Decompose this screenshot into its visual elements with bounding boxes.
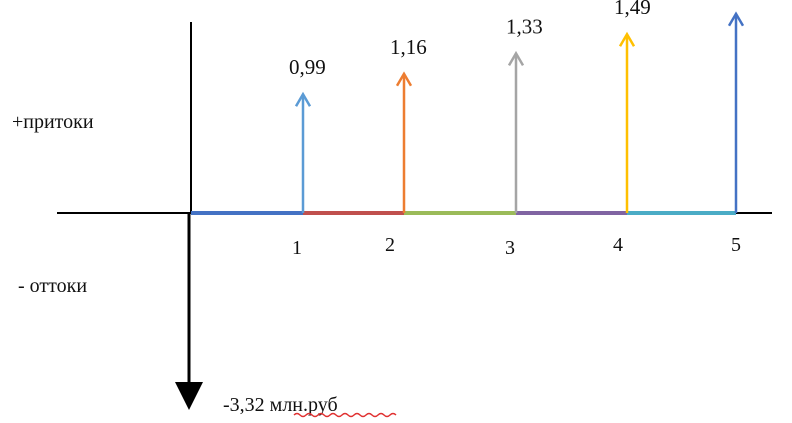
inflow-arrow-1 — [294, 91, 312, 213]
inflow-value-label: 1,33 — [506, 14, 543, 38]
spellcheck-underline — [293, 412, 397, 418]
outflow-arrow-head — [175, 382, 203, 410]
inflow-arrow-4 — [618, 31, 636, 213]
outflow-value-label: -3,32 млн.руб — [223, 394, 338, 416]
inflow-value-label: 1,49 — [614, 0, 651, 19]
inflow-value-label: 0,99 — [289, 55, 326, 79]
inflow-labels: 0,991,161,331,491,66 — [289, 0, 651, 79]
period-label: 4 — [613, 234, 623, 256]
inflow-arrows — [294, 11, 745, 213]
inflow-arrow-2 — [395, 71, 413, 213]
inflows-label: +притоки — [12, 111, 94, 133]
period-label: 3 — [505, 237, 515, 259]
inflow-arrow-5 — [727, 11, 745, 213]
period-labels: 1 2 3 4 5 — [292, 234, 741, 259]
period-label: 5 — [731, 234, 741, 256]
period-label: 1 — [292, 237, 302, 259]
inflow-arrow-3 — [507, 50, 525, 213]
period-label: 2 — [385, 234, 395, 256]
outflows-label: - оттоки — [18, 275, 87, 297]
inflow-value-label: 1,16 — [390, 35, 427, 59]
